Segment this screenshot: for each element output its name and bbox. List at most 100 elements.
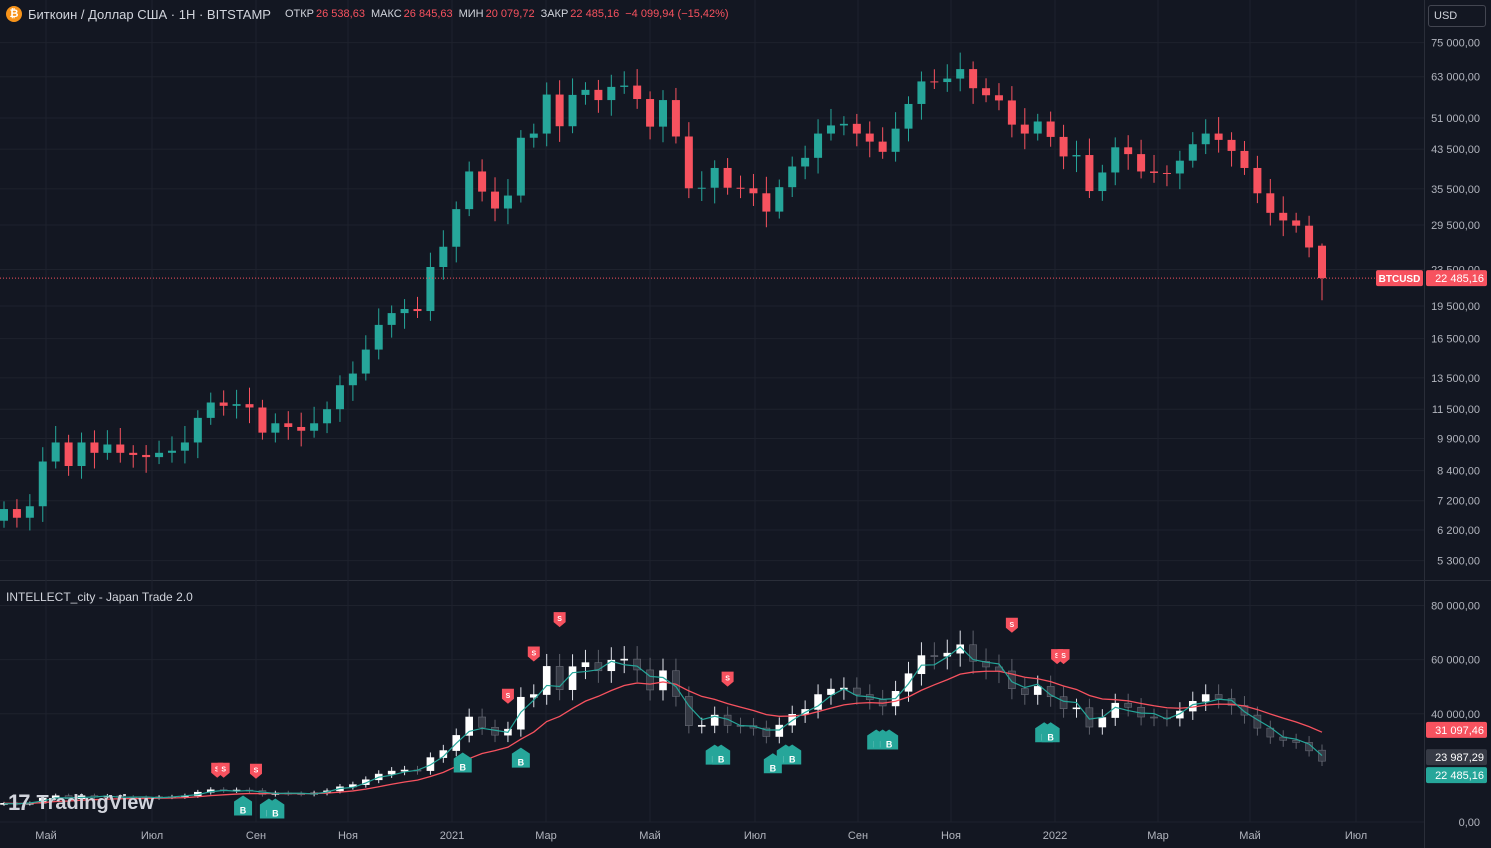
candle-body [762, 193, 771, 212]
candle-body [659, 100, 667, 127]
candle-body [1007, 100, 1016, 125]
time-axis-label: Мар [535, 830, 557, 842]
indicator-bar [1150, 716, 1158, 719]
price-tick-label: 9 900,00 [1437, 433, 1480, 445]
candle-body [801, 157, 810, 167]
sell-signal-marker [553, 612, 566, 628]
time-axis-label: Май [1239, 830, 1261, 842]
indicator-bar [930, 655, 939, 657]
tradingview-logo[interactable]: 17 TradingView [8, 790, 154, 816]
indicator-bar [710, 714, 719, 726]
time-axis-label: Май [639, 830, 661, 842]
time-axis-label: Ноя [941, 830, 961, 842]
indicator-bar [1227, 698, 1236, 706]
low-value: 20 079,72 [485, 8, 535, 20]
candle-body [568, 94, 577, 127]
candle-body [1279, 212, 1288, 221]
price-tick-label: 29 500,00 [1431, 220, 1480, 232]
buy-signal-label: B [789, 754, 796, 764]
candle-body [1150, 171, 1159, 173]
buy-signal-marker [453, 752, 472, 773]
buy-signal-marker [783, 744, 802, 765]
indicator-bar [723, 714, 732, 726]
candle-body [77, 442, 86, 466]
sell-signal-label: S [1010, 622, 1015, 629]
sell-signal-marker [527, 646, 540, 662]
price-tick-label: 51 000,00 [1431, 113, 1480, 125]
price-tick-label: 13 500,00 [1431, 373, 1480, 385]
candle-body [245, 404, 254, 408]
candle-body [1162, 172, 1171, 174]
candle-body [452, 209, 461, 247]
chart-header: ₿ Биткоин / Доллар США · 1Н · BITSTAMP О… [6, 6, 729, 22]
indicator-value-tag: 22 485,16 [1435, 770, 1484, 782]
candles [0, 52, 1326, 531]
tradingview-brand: TradingView [36, 791, 154, 814]
indicator-bar [697, 725, 706, 727]
candle-body [310, 423, 319, 431]
indicator-value-tag-bg [1426, 721, 1487, 738]
candle-body [129, 452, 138, 455]
candle-body [982, 88, 991, 96]
indicator-bar [594, 662, 603, 672]
indicator-title[interactable]: INTELLECT_city - Japan Trade 2.0 [6, 590, 193, 604]
indicator-bar [478, 716, 486, 728]
candle-body [839, 123, 848, 126]
indicator-bar [646, 669, 654, 691]
buy-signal-marker [511, 747, 530, 768]
time-axis-label: Июл [141, 830, 163, 842]
indicator-bar [439, 750, 448, 758]
sell-signal-marker [1057, 649, 1070, 665]
candle-body [167, 450, 176, 453]
time-axis-label: 2022 [1043, 830, 1067, 842]
candle-body [0, 509, 8, 521]
candle-body [736, 187, 745, 189]
candle-body [542, 94, 551, 134]
indicator-tick-label: 80 000,00 [1431, 601, 1480, 613]
last-price-tag: 22 485,16 [1435, 273, 1484, 285]
candle-body [633, 85, 642, 100]
indicator-pane: SSSSSSSSSSBBBBBBBBBBBBBBB [0, 612, 1326, 819]
buy-signal-label: B [459, 762, 466, 772]
indicator-value-tag: 23 987,29 [1435, 752, 1484, 764]
candle-body [439, 246, 448, 268]
price-tick-label: 8 400,00 [1437, 466, 1480, 478]
sell-signal-marker [501, 688, 514, 704]
indicator-bar [1124, 702, 1132, 708]
candle-body [930, 81, 939, 83]
candle-body [193, 417, 202, 443]
candle-body [723, 167, 732, 188]
indicator-bar [1085, 707, 1094, 728]
indicator-tick-label: 60 000,00 [1431, 655, 1480, 667]
main-grid [0, 0, 1424, 823]
candle-body [478, 171, 487, 192]
candle-body [465, 171, 474, 210]
candle-body [1227, 139, 1236, 151]
open-value: 26 538,63 [316, 8, 365, 20]
candle-body [1214, 133, 1223, 140]
indicator-bar [1111, 702, 1120, 718]
low-label: МИН [458, 8, 484, 20]
buy-signal-marker [880, 729, 899, 750]
sell-signal-label: S [1055, 653, 1060, 660]
indicator-bar [762, 727, 771, 737]
candle-body [426, 267, 435, 312]
price-tick-label: 63 000,00 [1431, 72, 1480, 84]
indicator-bar [969, 644, 977, 662]
candle-body [516, 137, 525, 196]
indicator-value-tag-bg [1426, 767, 1487, 784]
symbol-title[interactable]: Биткоин / Доллар США · 1Н · BITSTAMP [28, 6, 271, 22]
indicator-bar [620, 658, 629, 661]
indicator-bar [555, 666, 564, 690]
sell-signal-marker [217, 762, 230, 778]
sell-signal-label: S [725, 676, 730, 683]
buy-signal-marker [234, 795, 253, 816]
candle-body [529, 133, 538, 138]
currency-button[interactable]: USD [1428, 5, 1486, 27]
time-axis-label: Июл [1345, 830, 1367, 842]
indicator-bar [1292, 739, 1300, 743]
candle-body [374, 324, 383, 350]
slow-line [3, 670, 1323, 805]
buy-signal-marker [266, 798, 285, 819]
